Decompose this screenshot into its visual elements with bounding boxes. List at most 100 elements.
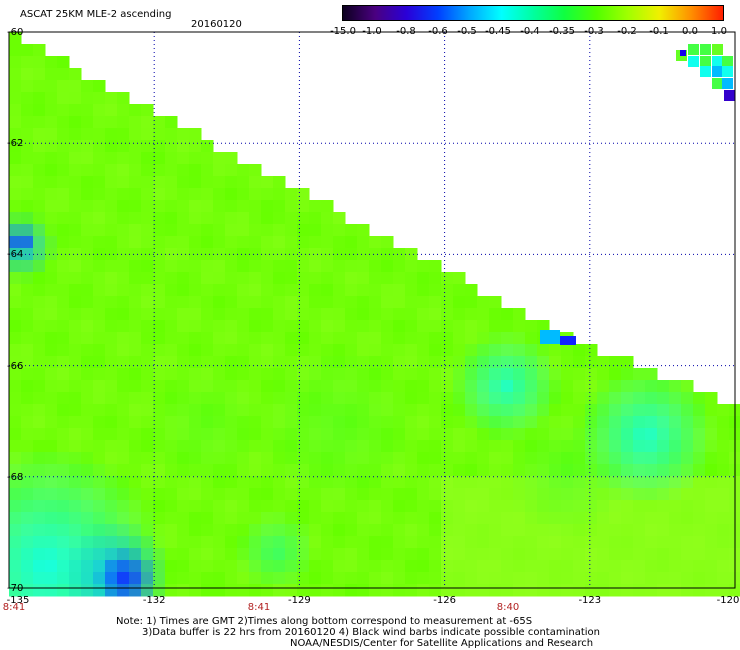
map-cell bbox=[453, 332, 466, 345]
map-cell bbox=[465, 572, 478, 585]
map-cell bbox=[429, 512, 442, 525]
map-cell bbox=[201, 308, 214, 321]
map-cell bbox=[45, 584, 58, 597]
map-cell bbox=[393, 440, 406, 453]
colorbar-segment bbox=[470, 6, 472, 20]
map-cell bbox=[237, 512, 250, 525]
map-cell bbox=[453, 464, 466, 477]
map-cell bbox=[441, 320, 454, 333]
map-cell bbox=[189, 332, 202, 345]
map-cell bbox=[69, 428, 82, 441]
colorbar-segment bbox=[473, 6, 475, 20]
map-cell bbox=[309, 464, 322, 477]
map-cell bbox=[213, 536, 226, 549]
map-cell bbox=[681, 548, 694, 561]
colorbar-segment bbox=[720, 6, 722, 20]
map-cell bbox=[57, 164, 70, 177]
map-cell bbox=[273, 488, 286, 501]
map-cell bbox=[285, 416, 298, 429]
colorbar-segment bbox=[557, 6, 559, 20]
map-cell bbox=[345, 392, 358, 405]
colorbar-segment bbox=[663, 6, 665, 20]
map-cell bbox=[9, 260, 22, 273]
colorbar-segment bbox=[415, 6, 417, 20]
map-cell bbox=[489, 368, 502, 381]
map-cell bbox=[213, 416, 226, 429]
map-cell bbox=[417, 524, 430, 537]
map-cell bbox=[237, 440, 250, 453]
map-cell bbox=[213, 452, 226, 465]
colorbar-segment bbox=[533, 6, 535, 20]
map-cell bbox=[177, 356, 190, 369]
map-cell bbox=[57, 140, 70, 153]
map-cell bbox=[57, 356, 70, 369]
colorbar-segment bbox=[722, 6, 723, 20]
map-cell bbox=[357, 584, 370, 597]
map-cell bbox=[393, 392, 406, 405]
colorbar-segment bbox=[402, 6, 404, 20]
map-cell bbox=[69, 368, 82, 381]
map-cell bbox=[93, 140, 106, 153]
map-cell bbox=[477, 464, 490, 477]
map-cell bbox=[393, 308, 406, 321]
map-cell bbox=[561, 416, 574, 429]
colorbar-segment bbox=[708, 6, 710, 20]
map-cell bbox=[213, 284, 226, 297]
map-cell bbox=[69, 248, 82, 261]
colorbar-segment bbox=[414, 6, 416, 20]
map-cell bbox=[153, 476, 166, 489]
map-cell bbox=[297, 512, 310, 525]
map-cell bbox=[81, 272, 94, 285]
map-cell bbox=[81, 80, 94, 93]
map-cell bbox=[489, 392, 502, 405]
colorbar-segment bbox=[438, 6, 440, 20]
map-cell bbox=[309, 236, 322, 249]
map-cell bbox=[321, 572, 334, 585]
map-cell bbox=[141, 536, 154, 549]
map-cell bbox=[141, 104, 154, 117]
map-cell bbox=[441, 548, 454, 561]
colorbar-segment bbox=[637, 6, 639, 20]
map-cell bbox=[213, 464, 226, 477]
map-cell bbox=[309, 512, 322, 525]
map-cell bbox=[417, 584, 430, 597]
map-cell bbox=[345, 476, 358, 489]
map-cell bbox=[681, 404, 694, 417]
map-cell bbox=[285, 236, 298, 249]
map-cell bbox=[9, 452, 22, 465]
map-cell bbox=[9, 500, 22, 513]
colorbar-segment bbox=[377, 6, 379, 20]
colorbar-segment bbox=[510, 6, 512, 20]
colorbar-segment bbox=[515, 6, 517, 20]
map-cell bbox=[33, 584, 46, 597]
map-cell bbox=[393, 368, 406, 381]
map-cell bbox=[141, 176, 154, 189]
map-cell bbox=[213, 584, 226, 597]
map-cell bbox=[153, 584, 166, 597]
map-cell bbox=[381, 428, 394, 441]
map-cell bbox=[93, 164, 106, 177]
map-cell bbox=[657, 488, 670, 501]
map-cell bbox=[597, 488, 610, 501]
map-cell bbox=[9, 524, 22, 537]
colorbar-segment bbox=[552, 6, 554, 20]
colorbar-segment bbox=[540, 6, 542, 20]
map-cell bbox=[321, 548, 334, 561]
map-cell bbox=[21, 164, 34, 177]
map-cell bbox=[33, 80, 46, 93]
colorbar-segment bbox=[478, 6, 480, 20]
map-cell bbox=[129, 368, 142, 381]
map-cell bbox=[717, 548, 730, 561]
map-cell bbox=[722, 56, 733, 67]
colorbar-segment bbox=[539, 6, 541, 20]
map-cell bbox=[69, 536, 82, 549]
map-cell bbox=[225, 392, 238, 405]
map-cell bbox=[297, 524, 310, 537]
map-cell bbox=[573, 524, 586, 537]
map-cell bbox=[561, 392, 574, 405]
map-cell bbox=[441, 584, 454, 597]
map-cell bbox=[393, 296, 406, 309]
map-cell bbox=[369, 344, 382, 357]
map-cell bbox=[285, 476, 298, 489]
colorbar-segment bbox=[511, 6, 513, 20]
